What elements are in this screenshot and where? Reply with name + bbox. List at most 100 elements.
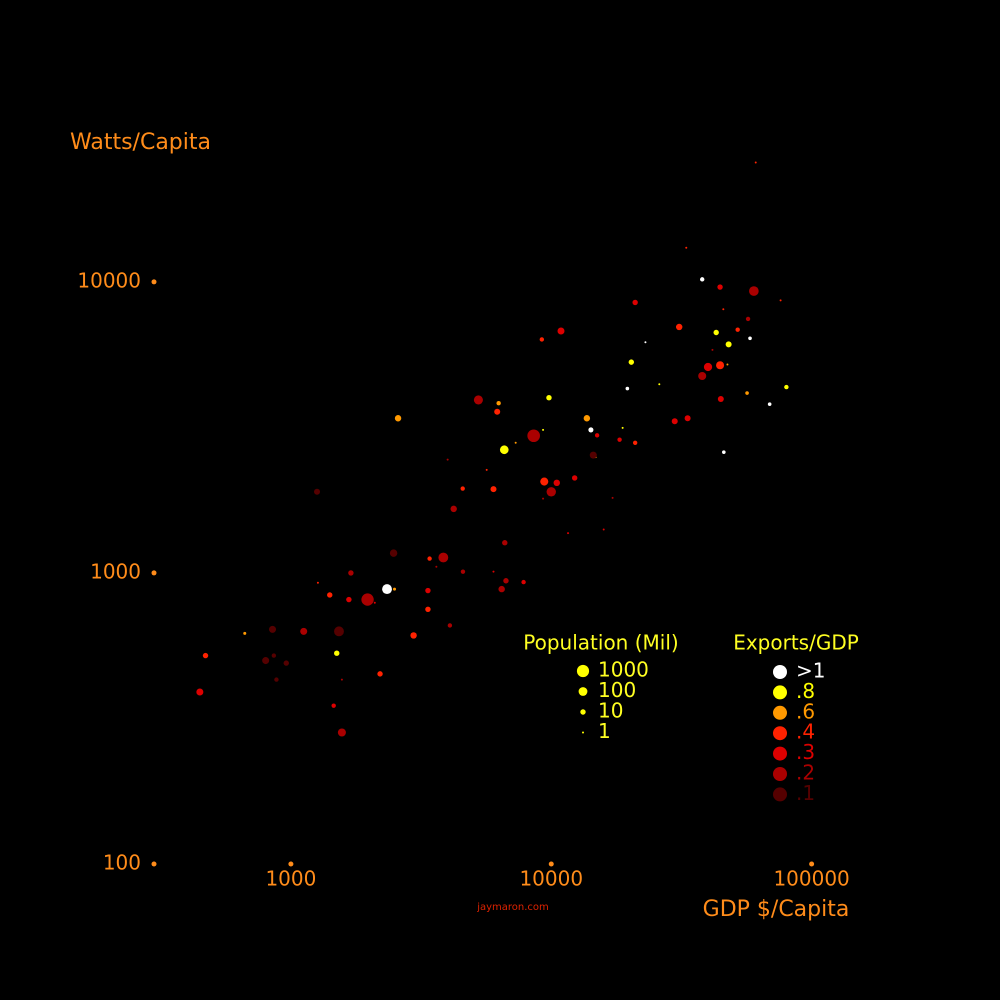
bubble <box>389 549 398 557</box>
size-legend-marker <box>580 709 586 715</box>
color-legend-marker <box>773 705 787 720</box>
bubble <box>779 299 782 302</box>
bubble <box>553 479 560 487</box>
bubble <box>748 336 752 341</box>
y-tick <box>151 570 157 576</box>
bubble <box>542 428 545 431</box>
size-legend-title: Population (Mil) <box>523 631 678 655</box>
bubble <box>713 329 719 336</box>
y-tick <box>151 861 157 867</box>
bubble <box>594 433 600 438</box>
bubble <box>583 415 591 422</box>
bubble <box>611 496 614 499</box>
y-tick-label: 1000 <box>90 559 141 583</box>
color-legend-label: .3 <box>796 740 815 764</box>
y-tick-label: 100 <box>103 851 141 875</box>
bubble <box>334 626 344 637</box>
bubble <box>632 299 638 306</box>
bubble <box>447 623 453 628</box>
bubble <box>283 660 289 666</box>
color-legend-label: .8 <box>796 679 815 703</box>
bubble <box>331 703 336 708</box>
bubble <box>316 581 319 584</box>
bubble <box>269 625 277 633</box>
bubble <box>410 632 417 639</box>
bubble <box>644 341 647 344</box>
x-axis-title: GDP $/Capita <box>703 897 850 922</box>
bubble <box>327 592 333 598</box>
bubble <box>314 488 321 495</box>
x-tick-label: 10000 <box>519 867 583 891</box>
bubble <box>485 468 488 471</box>
bubble <box>382 584 392 595</box>
bubble <box>685 246 688 249</box>
bubble <box>571 475 578 481</box>
bubble <box>427 556 432 561</box>
bubble <box>567 532 570 535</box>
bubble <box>602 528 605 531</box>
x-tick <box>288 861 294 867</box>
color-legend-marker <box>773 787 787 802</box>
bubble <box>446 458 449 461</box>
bubble <box>450 505 457 513</box>
bubble <box>521 579 526 585</box>
bubble <box>557 327 565 335</box>
bubble <box>373 601 376 604</box>
bubble <box>784 384 789 390</box>
credit: jaymaron.com <box>476 902 549 913</box>
bubble <box>700 277 705 282</box>
bubble <box>262 657 270 665</box>
size-legend-label: 100 <box>598 678 636 702</box>
bubble <box>392 587 397 591</box>
bubble <box>425 606 431 613</box>
bubble <box>498 585 505 593</box>
color-legend-marker <box>773 746 787 761</box>
bubble <box>658 383 661 386</box>
x-tick <box>809 861 815 867</box>
bubble <box>460 569 466 574</box>
bubble <box>274 677 279 682</box>
bubble <box>539 337 545 342</box>
color-legend-marker <box>773 726 787 741</box>
bubble <box>711 348 714 351</box>
bubble <box>684 415 691 422</box>
bubble <box>716 361 725 370</box>
bubble <box>337 728 346 737</box>
size-legend-marker <box>578 687 588 696</box>
bubble <box>767 402 772 406</box>
bubble <box>271 653 277 658</box>
bubble <box>300 627 308 635</box>
color-legend-title: Exports/GDP <box>733 631 859 655</box>
bubble <box>725 341 732 348</box>
y-axis-title: Watts/Capita <box>70 130 211 155</box>
bubble <box>473 395 483 405</box>
size-legend-label: 10 <box>598 699 623 723</box>
bubble <box>717 284 723 290</box>
bubble <box>625 386 630 391</box>
bubble <box>546 394 552 401</box>
bubble <box>698 371 707 380</box>
color-legend-marker <box>773 767 787 781</box>
bubble <box>502 540 508 546</box>
bubble <box>621 426 624 429</box>
bubble <box>717 395 724 402</box>
x-tick-label: 100000 <box>773 867 849 891</box>
bubble <box>632 440 638 445</box>
size-legend-label: 1000 <box>598 658 649 682</box>
bubble <box>514 441 517 444</box>
size-legend-label: 1 <box>598 719 611 743</box>
bubble <box>438 552 449 563</box>
bubble <box>202 652 209 659</box>
bubble <box>243 631 247 635</box>
bubble <box>503 578 509 584</box>
bubble <box>722 308 725 311</box>
bubble <box>361 593 374 606</box>
color-legend-label: .6 <box>796 699 815 723</box>
color-legend-label: >1 <box>796 659 825 683</box>
bubble <box>334 650 340 656</box>
bubble <box>617 437 622 442</box>
bubble <box>745 391 749 395</box>
bubble <box>494 408 501 415</box>
bubble <box>675 323 683 331</box>
bubble <box>749 286 759 296</box>
